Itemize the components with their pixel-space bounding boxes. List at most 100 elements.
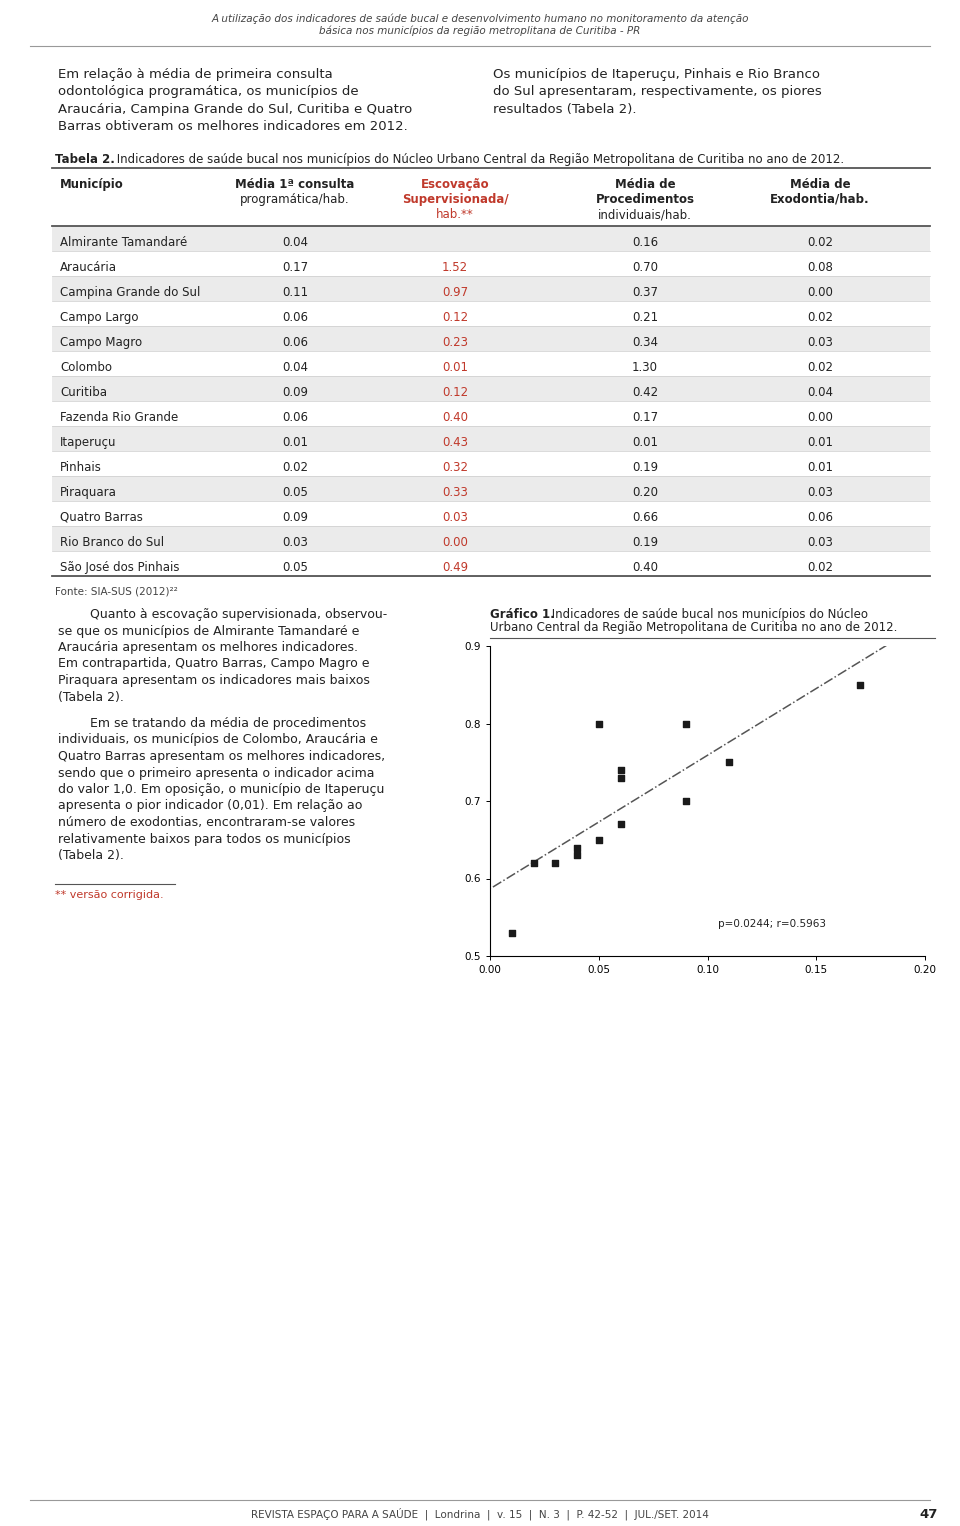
Text: 0.03: 0.03 (807, 536, 833, 549)
Text: 0.06: 0.06 (282, 410, 308, 424)
Text: 0.12: 0.12 (442, 386, 468, 398)
Text: individuais/hab.: individuais/hab. (598, 208, 692, 221)
Bar (52, 426, 930, 452)
Bar (52, 301, 930, 327)
Text: 0.19: 0.19 (632, 461, 658, 475)
Text: 0.33: 0.33 (442, 485, 468, 499)
Text: Araucária: Araucária (60, 261, 117, 275)
Text: 0.06: 0.06 (282, 336, 308, 349)
Text: 0.03: 0.03 (807, 485, 833, 499)
Text: 0.01: 0.01 (632, 436, 658, 449)
Text: apresenta o pior indicador (0,01). Em relação ao: apresenta o pior indicador (0,01). Em re… (58, 800, 362, 812)
Point (547, 852, 563, 876)
Point (612, 812, 628, 836)
Text: 0.01: 0.01 (442, 362, 468, 374)
Text: 0.05: 0.05 (282, 485, 308, 499)
Point (591, 711, 607, 736)
Text: 0.08: 0.08 (807, 261, 833, 275)
Point (612, 758, 628, 783)
Text: Média de: Média de (790, 179, 851, 191)
Text: 0.20: 0.20 (632, 485, 658, 499)
Text: odontológica programática, os municípios de: odontológica programática, os municípios… (58, 85, 359, 99)
Text: Os municípios de Itaperuçu, Pinhais e Rio Branco: Os municípios de Itaperuçu, Pinhais e Ri… (493, 69, 820, 81)
Text: 0.43: 0.43 (442, 436, 468, 449)
Text: Pinhais: Pinhais (60, 461, 102, 475)
Text: programática/hab.: programática/hab. (240, 192, 349, 206)
Text: sendo que o primeiro apresenta o indicador acima: sendo que o primeiro apresenta o indicad… (58, 766, 374, 780)
Text: Supervisionada/: Supervisionada/ (401, 192, 508, 206)
Text: 47: 47 (920, 1508, 938, 1521)
Text: relativamente baixos para todos os municípios: relativamente baixos para todos os munic… (58, 833, 350, 845)
Bar (52, 501, 930, 526)
Text: Fonte: SIA-SUS (2012)²²: Fonte: SIA-SUS (2012)²² (55, 586, 178, 597)
Point (722, 751, 737, 775)
Text: Almirante Tamandaré: Almirante Tamandaré (60, 237, 187, 249)
Text: 0.11: 0.11 (282, 285, 308, 299)
Text: 0.09: 0.09 (282, 511, 308, 523)
Text: Município: Município (60, 179, 124, 191)
Text: 0.04: 0.04 (282, 362, 308, 374)
Text: 0.03: 0.03 (282, 536, 308, 549)
Point (526, 852, 541, 876)
Text: 0.00: 0.00 (807, 285, 833, 299)
Text: Urbano Central da Região Metropolitana de Curitiba no ano de 2012.: Urbano Central da Região Metropolitana d… (490, 621, 898, 633)
Text: Indicadores de saúde bucal nos municípios do Núcleo: Indicadores de saúde bucal nos município… (548, 607, 868, 621)
Text: Gráfico 1.: Gráfico 1. (490, 607, 555, 621)
Text: 0.97: 0.97 (442, 285, 468, 299)
Text: 0.02: 0.02 (807, 311, 833, 324)
Text: São José dos Pinhais: São José dos Pinhais (60, 562, 180, 574)
Point (591, 827, 607, 852)
Text: 0.17: 0.17 (632, 410, 658, 424)
Text: Em contrapartida, Quatro Barras, Campo Magro e: Em contrapartida, Quatro Barras, Campo M… (58, 658, 370, 670)
Text: Exodontia/hab.: Exodontia/hab. (770, 192, 870, 206)
Text: Quanto à escovação supervisionada, observou-: Quanto à escovação supervisionada, obser… (58, 607, 387, 621)
Text: Barras obtiveram os melhores indicadores em 2012.: Barras obtiveram os melhores indicadores… (58, 121, 408, 133)
Text: se que os municípios de Almirante Tamandaré e: se que os municípios de Almirante Tamand… (58, 624, 359, 638)
Bar (52, 375, 930, 401)
Text: do Sul apresentaram, respectivamente, os piores: do Sul apresentaram, respectivamente, os… (493, 85, 822, 99)
Text: Procedimentos: Procedimentos (595, 192, 694, 206)
Text: hab.**: hab.** (436, 208, 474, 221)
Text: Piraquara apresentam os indicadores mais baixos: Piraquara apresentam os indicadores mais… (58, 674, 370, 687)
Text: 0.04: 0.04 (282, 237, 308, 249)
Text: Fazenda Rio Grande: Fazenda Rio Grande (60, 410, 179, 424)
Text: 0.17: 0.17 (282, 261, 308, 275)
Text: Escovação: Escovação (420, 179, 490, 191)
Bar (52, 276, 930, 301)
Text: 0.06: 0.06 (282, 311, 308, 324)
Text: 0.21: 0.21 (632, 311, 658, 324)
Text: 0.03: 0.03 (442, 511, 468, 523)
Text: 0.49: 0.49 (442, 562, 468, 574)
Text: 0.32: 0.32 (442, 461, 468, 475)
Point (612, 766, 628, 790)
Bar (52, 401, 930, 426)
Text: 0.01: 0.01 (807, 436, 833, 449)
Point (569, 842, 585, 867)
Text: 0.02: 0.02 (807, 237, 833, 249)
Point (504, 920, 519, 945)
Text: número de exodontias, encontraram-se valores: número de exodontias, encontraram-se val… (58, 816, 355, 829)
Text: A utilização dos indicadores de saúde bucal e desenvolvimento humano no monitora: A utilização dos indicadores de saúde bu… (211, 14, 749, 24)
Text: 0.05: 0.05 (282, 562, 308, 574)
Text: 0.03: 0.03 (807, 336, 833, 349)
Text: Quatro Barras: Quatro Barras (60, 511, 143, 523)
Text: 0.01: 0.01 (807, 461, 833, 475)
Text: Média 1ª consulta: Média 1ª consulta (235, 179, 354, 191)
Text: 0.19: 0.19 (632, 536, 658, 549)
Text: Média de: Média de (614, 179, 675, 191)
Text: básica nos municípios da região metroplitana de Curitiba - PR: básica nos municípios da região metropli… (320, 26, 640, 37)
Text: Campo Largo: Campo Largo (60, 311, 138, 324)
Text: p=0.0244; r=0.5963: p=0.0244; r=0.5963 (718, 919, 827, 929)
Text: Em relação à média de primeira consulta: Em relação à média de primeira consulta (58, 69, 333, 81)
Text: individuais, os municípios de Colombo, Araucária e: individuais, os municípios de Colombo, A… (58, 734, 378, 746)
Text: 1.30: 1.30 (632, 362, 658, 374)
Point (569, 835, 585, 859)
Text: 0.04: 0.04 (807, 386, 833, 398)
Bar (52, 226, 930, 250)
Text: 0.01: 0.01 (282, 436, 308, 449)
Text: 0.37: 0.37 (632, 285, 658, 299)
Text: 0.40: 0.40 (442, 410, 468, 424)
Text: 0.40: 0.40 (632, 562, 658, 574)
Text: 0.00: 0.00 (442, 536, 468, 549)
Text: Quatro Barras apresentam os melhores indicadores,: Quatro Barras apresentam os melhores ind… (58, 749, 385, 763)
